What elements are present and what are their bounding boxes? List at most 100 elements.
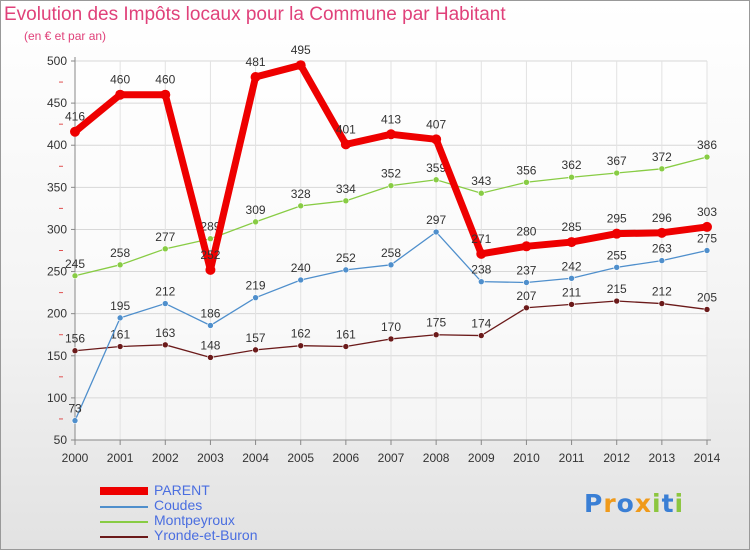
data-label: 252 <box>200 248 220 262</box>
logo-letter: i <box>674 489 685 518</box>
data-label: 174 <box>471 317 491 331</box>
data-label: 211 <box>562 285 581 299</box>
data-label: 481 <box>246 55 266 69</box>
data-label: 295 <box>607 212 627 226</box>
data-label: 157 <box>246 331 266 345</box>
data-point <box>432 331 440 339</box>
data-point <box>252 346 259 354</box>
x-tick-label: 2014 <box>694 451 721 465</box>
data-point <box>613 169 621 177</box>
data-point <box>568 173 575 181</box>
series-montpeyroux: 245 258 277 289 309 328 334 352 359 343 356 362 367 3… <box>65 138 717 280</box>
y-tick-label: 500 <box>47 54 67 68</box>
data-label: 212 <box>155 285 175 299</box>
y-tick-label: 350 <box>47 180 67 194</box>
logo-letter: P <box>584 489 604 518</box>
data-label: 297 <box>426 213 446 227</box>
legend-label: Yronde-et-Buron <box>154 527 258 543</box>
data-point <box>207 322 214 329</box>
data-point <box>613 264 621 271</box>
data-point <box>387 182 395 189</box>
data-label: 416 <box>65 110 85 124</box>
data-point <box>658 300 666 307</box>
data-label: 334 <box>336 182 356 196</box>
data-label: 372 <box>652 150 672 164</box>
legend-swatch <box>100 506 148 508</box>
data-point <box>521 241 532 252</box>
data-point <box>161 245 169 253</box>
data-label: 495 <box>291 43 311 57</box>
x-tick-label: 2008 <box>423 451 450 465</box>
y-tick-label: 300 <box>47 222 67 236</box>
x-tick-label: 2010 <box>513 451 540 465</box>
legend-swatch <box>100 487 148 495</box>
y-tick-label: 50 <box>54 433 68 447</box>
data-label: 215 <box>607 282 627 296</box>
y-tick-label: 250 <box>47 265 67 279</box>
data-point <box>297 202 305 210</box>
data-label: 219 <box>246 279 266 293</box>
legend-item: Yronde-et-Buron <box>100 527 320 544</box>
chart-title: Evolution des Impôts locaux pour la Comm… <box>4 4 506 25</box>
x-tick-label: 2001 <box>107 451 134 465</box>
data-point <box>477 332 485 339</box>
data-label: 352 <box>381 167 401 181</box>
data-label: 303 <box>697 205 717 219</box>
proxiti-logo: Proxiti <box>584 489 684 518</box>
y-tick-label: 200 <box>47 307 67 321</box>
data-point <box>342 266 350 274</box>
data-point <box>432 176 440 184</box>
data-point <box>432 228 440 236</box>
data-label: 280 <box>516 224 536 238</box>
data-label: 195 <box>110 299 130 313</box>
data-point <box>115 89 126 100</box>
data-point <box>568 301 575 308</box>
chart-legend: PARENT Coudes Montpeyroux Yronde-et-Buron <box>100 482 320 544</box>
x-tick-label: 2011 <box>559 451 585 465</box>
x-tick-label: 2005 <box>287 451 314 465</box>
data-label: 73 <box>68 402 82 416</box>
y-tick-label: 100 <box>47 391 67 405</box>
data-label: 161 <box>336 328 356 342</box>
logo-letter: x <box>634 489 652 518</box>
data-label: 258 <box>381 246 401 260</box>
data-label: 148 <box>200 338 220 352</box>
data-point <box>431 134 442 145</box>
data-point <box>387 335 395 343</box>
data-point <box>477 278 485 285</box>
x-tick-label: 2007 <box>378 451 405 465</box>
data-point <box>161 300 169 307</box>
data-label: 252 <box>336 251 356 265</box>
data-point <box>703 306 711 313</box>
data-point <box>476 248 487 259</box>
data-label: 245 <box>65 257 85 271</box>
data-label: 156 <box>65 332 85 346</box>
data-point <box>116 343 124 350</box>
x-tick-label: 2002 <box>152 451 179 465</box>
data-point <box>523 178 530 186</box>
series-coudes: 73 195 212 186 219 240 252 258 297 238 237 242 255 26… <box>68 213 717 424</box>
data-point <box>656 227 667 238</box>
data-point <box>205 264 216 275</box>
data-point <box>342 343 350 350</box>
y-tick-label: 400 <box>47 138 67 152</box>
data-point <box>477 189 485 197</box>
data-point <box>523 279 530 286</box>
logo-letter: i <box>652 489 662 518</box>
data-point <box>70 126 80 137</box>
data-label: 255 <box>607 248 627 262</box>
logo-letter: o <box>616 489 635 518</box>
logo-letter: t <box>661 489 675 518</box>
data-point <box>658 257 666 264</box>
legend-swatch <box>100 536 148 538</box>
x-tick-label: 2012 <box>603 451 630 465</box>
data-point <box>611 228 622 239</box>
data-point <box>702 221 712 232</box>
data-label: 212 <box>652 285 672 299</box>
legend-label: Coudes <box>154 497 203 513</box>
data-point <box>160 89 171 100</box>
data-point <box>71 272 79 280</box>
data-point <box>71 417 79 424</box>
series-yronde-et-buron: 156 161 163 148 157 162 161 170 175 174 207 211 215 2… <box>65 282 717 361</box>
